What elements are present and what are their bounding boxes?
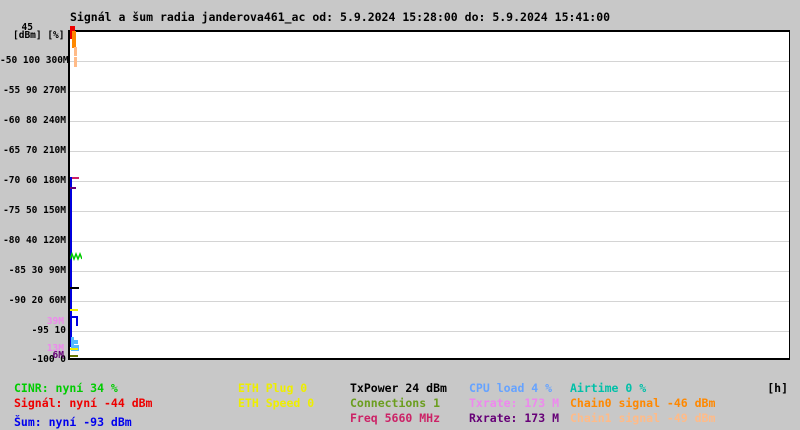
legend-connections: Connections 1 [350,396,441,410]
gridline [70,211,789,212]
y-axis-tick: -55 90 270M [3,85,66,96]
gridline [70,241,789,242]
y-axis-tick: -80 40 120M [3,235,66,246]
legend-cinr: CINR: nyní 34 % [14,381,118,395]
y-axis-tick: -65 70 210M [3,145,66,156]
chain1-trace-mark [74,47,77,56]
gridline [70,121,789,122]
chain0-trace-mark [72,31,76,48]
rate-annotation-39m: 39M [46,316,64,327]
y-axis-tick: -50 100 300M [0,55,69,66]
y-axis-tick: -90 20 60M [8,295,66,306]
gridline [70,331,789,332]
rxrate-trace-mark [70,187,76,189]
gridline [70,271,789,272]
y-axis-top-value: 45 [21,22,33,33]
gridline [70,151,789,152]
legend-chain1: Chain1 signal -49 dBm [570,411,716,425]
legend-txrate: Txrate: 173 M [469,396,560,410]
legend-eth-speed: ETH Speed 0 [238,396,315,410]
y-axis-tick: -60 80 240M [3,115,66,126]
eth-trace-mark [70,348,78,350]
eth-trace-mark [70,309,78,311]
y-axis-tick: -85 30 90M [8,265,66,276]
y-axis-tick: -95 10 [31,325,66,336]
chain1-trace-mark [74,57,77,67]
gridline [70,181,789,182]
y-axis-tick: -75 50 150M [3,205,66,216]
cinr-trace-mark [70,252,82,261]
chart-title: Signál a šum radia janderova461_ac od: 5… [70,10,611,24]
rate-annotation-6m: 6M [52,350,64,361]
legend-txpower: TxPower 24 dBm [350,381,447,395]
legend-signal: Signál: nyní -44 dBm [14,396,153,410]
legend-noise: Šum: nyní -93 dBm [14,415,132,429]
gridline [70,301,789,302]
legend-rxrate: Rxrate: 173 M [469,411,560,425]
noise-trace-mark [76,318,78,326]
legend-chain0: Chain0 signal -46 dBm [570,396,716,410]
rate-annotation-13m: 13M [46,343,64,354]
cpu-load-trace-mark [71,337,74,351]
x-axis-hour-unit: [h] [767,381,788,395]
y-axis-tick: -100 0 [31,354,66,365]
legend-airtime: Airtime 0 % [570,381,647,395]
legend-eth-plug: ETH Plug 0 [238,381,308,395]
freq-trace-mark [70,177,79,179]
gridline [70,61,789,62]
y-axis-units-label: [dBm] [%] [13,30,65,41]
y-axis-tick: -70 60 180M [3,175,66,186]
gridline [70,91,789,92]
plot-area [68,30,790,360]
cpu-load-trace-mark [74,340,78,344]
legend-cpu-load: CPU load 4 % [469,381,553,395]
txpower-trace-mark [70,287,79,289]
legend-freq: Freq 5660 MHz [350,411,441,425]
noise-trace-line [70,177,72,347]
noise-trace-mark [70,316,78,318]
connections-trace-mark [70,355,78,357]
